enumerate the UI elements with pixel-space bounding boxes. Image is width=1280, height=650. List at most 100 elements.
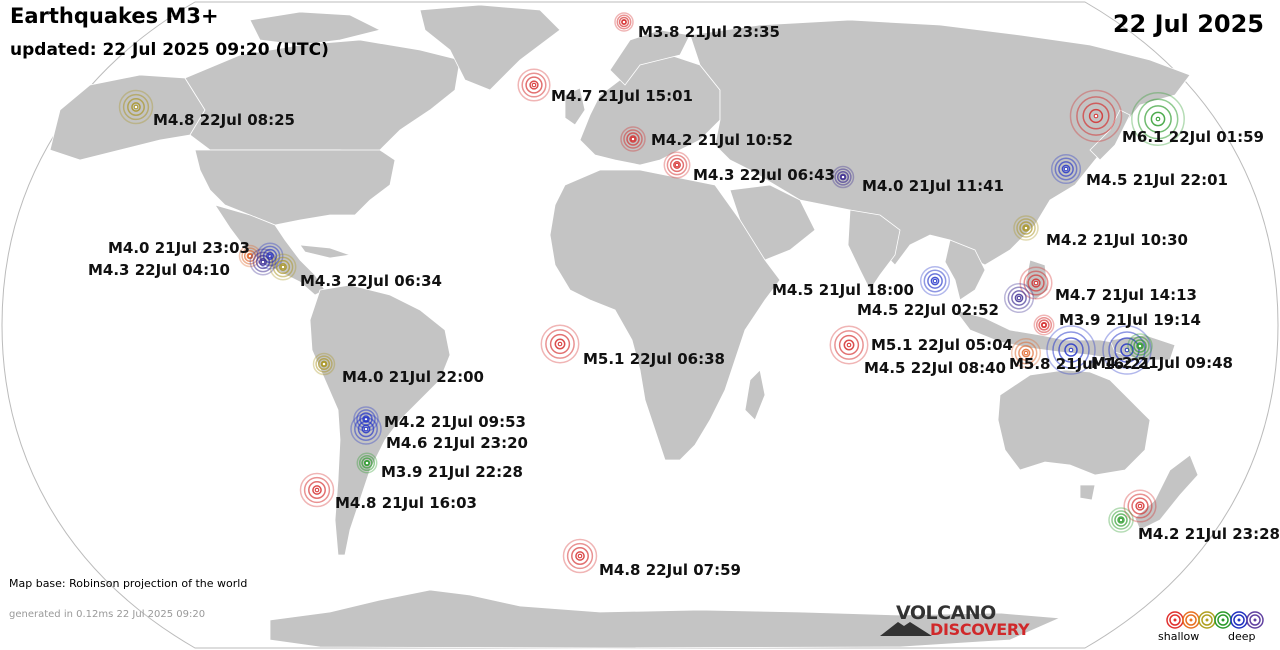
marker-center [247,253,253,259]
earthquake-label: M4.5 22Jul 02:52 [857,301,999,319]
earthquake-marker[interactable] [614,12,634,32]
earthquake-marker[interactable] [1108,507,1134,533]
marker-ring [930,276,940,286]
legend-ring [1246,611,1264,629]
marker-center [133,104,139,110]
marker-ring [312,485,322,495]
earthquake-marker[interactable] [1013,215,1039,241]
earthquake-label: M3.9 21Jul 19:14 [1059,311,1201,329]
marker-center [1155,116,1161,122]
marker-center [280,264,286,270]
marker-ring [669,157,685,173]
marker-ring [829,325,869,365]
earthquake-marker[interactable] [562,538,598,574]
earthquake-marker[interactable] [350,413,382,445]
earthquake-marker[interactable] [249,248,277,276]
marker-ring [923,269,947,293]
earthquake-label: M4.2 21Jul 09:48 [1091,354,1233,372]
earthquake-marker[interactable] [1046,325,1096,375]
earthquake-marker[interactable] [118,89,154,125]
marker-ring [620,126,646,152]
earthquake-marker[interactable] [1019,266,1053,300]
marker-ring [540,324,580,364]
marker-center [1041,322,1047,328]
marker-ring [1069,89,1123,143]
earthquake-marker[interactable] [299,472,335,508]
marker-ring [575,551,585,561]
earthquake-label: M4.2 21Jul 23:28 [1138,525,1280,543]
volcanodiscovery-logo[interactable]: VOLCANO DISCOVERY [880,602,1040,642]
marker-ring [356,452,378,474]
marker-ring [272,256,294,278]
marker-ring [1127,333,1153,359]
marker-ring [1133,339,1147,353]
earthquake-marker[interactable] [829,325,869,365]
marker-ring [834,330,864,360]
earthquake-marker[interactable] [1131,92,1185,146]
marker-ring [1123,489,1157,523]
earthquake-marker[interactable] [1003,282,1035,314]
land-africa [549,169,781,461]
earthquake-label: M4.2 21Jul 10:52 [651,131,793,149]
earthquake-marker[interactable] [1069,89,1123,143]
marker-ring [1064,343,1078,357]
marker-ring [666,154,688,176]
earthquake-label: M4.8 22Jul 07:59 [599,561,741,579]
marker-ring [1022,224,1030,232]
marker-ring [1046,325,1096,375]
marker-ring [357,420,375,438]
marker-center [321,361,327,367]
marker-ring [1111,510,1131,530]
earthquake-marker[interactable] [540,324,580,364]
marker-center [1118,517,1124,523]
earthquake-marker[interactable] [1123,489,1157,523]
marker-ring [1023,270,1049,296]
marker-ring [1058,161,1074,177]
marker-ring [521,72,547,98]
marker-center [314,487,320,493]
earthquake-marker[interactable] [919,265,951,297]
land-madagascar [744,369,766,421]
marker-ring [549,333,571,355]
earthquake-marker[interactable] [1127,333,1153,359]
marker-ring [1014,341,1038,365]
marker-ring [127,98,145,116]
legend-dot [1221,618,1225,622]
earthquake-marker[interactable] [620,126,646,152]
marker-ring [241,247,259,265]
marker-ring [566,542,594,570]
earthquake-marker[interactable] [831,165,855,189]
earthquake-marker[interactable] [356,452,378,474]
marker-ring [571,547,589,565]
earthquake-marker[interactable] [269,253,297,281]
current-date: 22 Jul 2025 [1112,10,1264,38]
earthquake-marker[interactable] [663,151,691,179]
marker-ring [1137,98,1179,140]
land-scandinavia [609,29,691,86]
logo-text-volcano: VOLCANO [896,602,996,624]
land-greenland [419,4,561,91]
legend-ring [1169,614,1181,626]
marker-ring [529,80,539,90]
earthquake-marker[interactable] [517,68,551,102]
marker-center [1033,280,1039,286]
depth-legend: shallow deep [1158,610,1268,648]
earthquake-marker[interactable] [1050,153,1082,185]
earthquake-marker[interactable] [1010,337,1042,369]
marker-center [1124,347,1130,353]
marker-ring [525,76,543,94]
marker-ring [919,265,951,297]
marker-ring [554,338,566,350]
earthquake-marker[interactable] [312,352,336,376]
legend-ring [1233,614,1245,626]
marker-ring [1054,157,1078,181]
earthquake-markers: M3.8 21Jul 23:35 M4.7 21Jul 15:01 M4.8 22J… [88,12,1280,579]
earthquake-marker[interactable] [1033,314,1055,336]
land-antarctica [269,589,1061,649]
land-australia [997,369,1151,476]
marker-ring [1019,221,1033,235]
legend-dot [1205,618,1209,622]
earthquake-marker[interactable] [238,244,262,268]
marker-ring [663,151,691,179]
